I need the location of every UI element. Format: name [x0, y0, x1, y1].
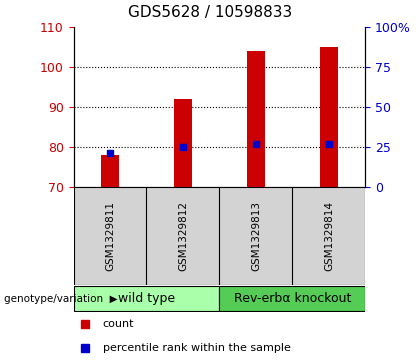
Text: genotype/variation  ▶: genotype/variation ▶ [4, 294, 118, 303]
Text: GSM1329813: GSM1329813 [251, 201, 261, 271]
Text: GSM1329811: GSM1329811 [105, 201, 115, 271]
FancyBboxPatch shape [74, 187, 365, 285]
FancyBboxPatch shape [220, 286, 365, 311]
Bar [320, 47, 338, 187]
Text: GSM1329814: GSM1329814 [324, 201, 334, 271]
Text: GDS5628 / 10598833: GDS5628 / 10598833 [128, 5, 292, 20]
Text: Rev-erbα knockout: Rev-erbα knockout [234, 292, 351, 305]
Text: GSM1329812: GSM1329812 [178, 201, 188, 271]
FancyBboxPatch shape [74, 286, 220, 311]
Text: count: count [103, 319, 134, 329]
Bar [247, 51, 265, 187]
Text: percentile rank within the sample: percentile rank within the sample [103, 343, 291, 352]
Bar [174, 99, 192, 187]
Text: wild type: wild type [118, 292, 175, 305]
Bar [101, 155, 119, 187]
